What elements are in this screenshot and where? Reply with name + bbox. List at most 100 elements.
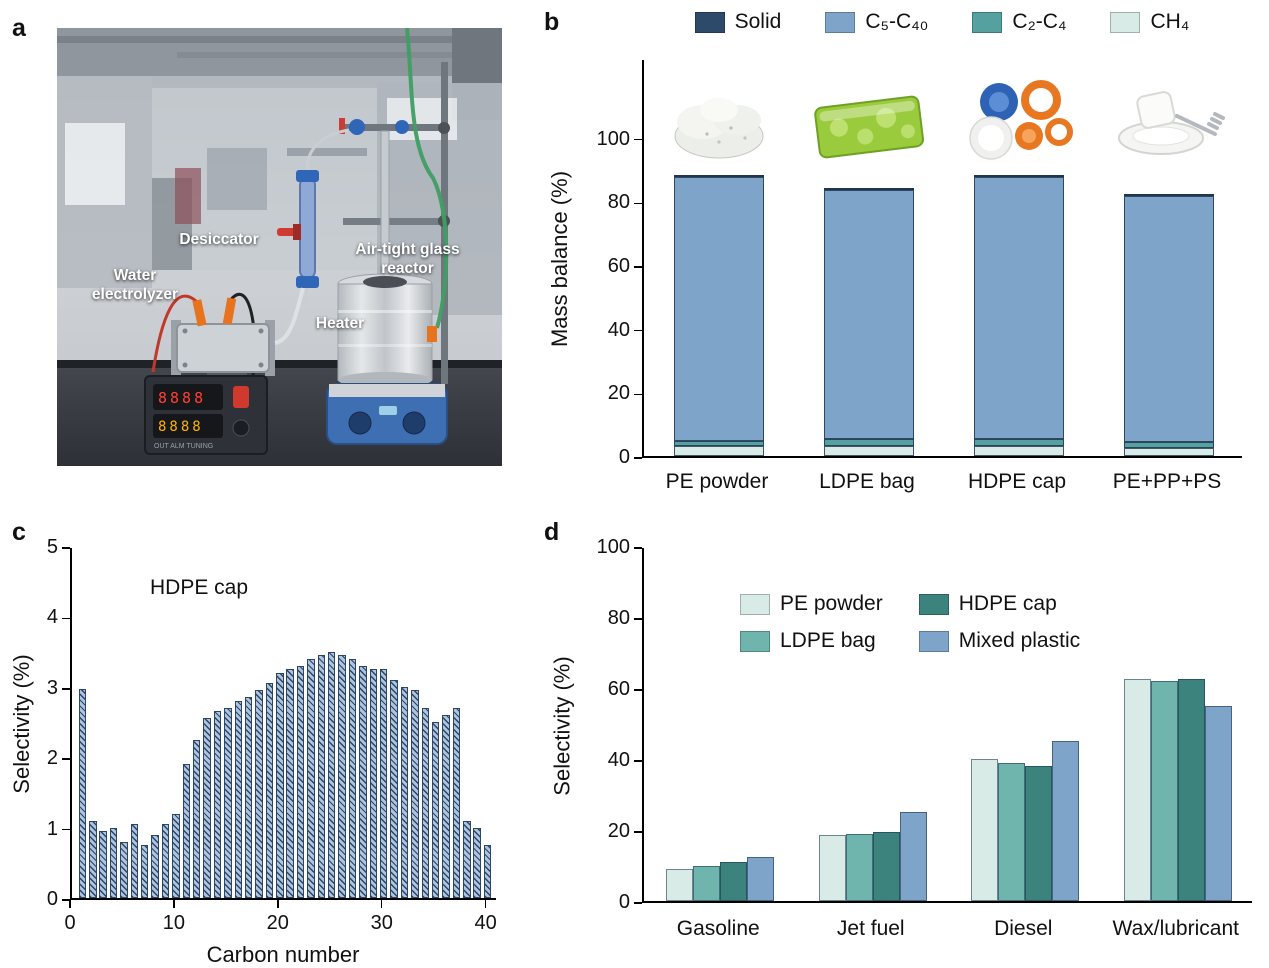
fuel-selectivity-chart: PE powder HDPE cap LDPE bag Mixed plastic 0 2…	[542, 518, 1264, 966]
carbon-bar	[348, 658, 357, 898]
group-bar-Mixed plastic	[1204, 705, 1232, 901]
bar-segment-C5-C40	[824, 190, 914, 440]
lab-photo-illustration: 8888 8888 OUT ALM TUNING	[57, 28, 502, 466]
y-tick-mark	[634, 618, 642, 620]
y-tick-label: 2	[46, 747, 58, 770]
y-tick-label: 0	[46, 888, 58, 910]
x-tick-mark	[380, 900, 383, 908]
category-label: Diesel	[994, 917, 1053, 940]
carbon-bar	[463, 820, 471, 898]
group-bar-HDPE cap	[1177, 679, 1205, 901]
y-tick-mark	[634, 393, 642, 396]
panel-label-a: a	[12, 14, 26, 42]
label-water-electrolyzer: Water electrolyzer	[91, 267, 179, 304]
legend-swatch	[918, 630, 949, 652]
y-tick-label: 0	[618, 891, 630, 913]
y-tick-mark	[634, 202, 642, 205]
carbon-bar	[276, 672, 284, 898]
x-axis-label: Carbon number	[206, 942, 360, 967]
y-tick-label: 100	[596, 127, 630, 150]
carbon-bar	[224, 707, 232, 898]
legend-swatch	[825, 11, 856, 33]
bar-segment-C2-C4	[674, 440, 764, 447]
y-tick-mark	[634, 457, 642, 459]
panel-label-b: b	[544, 8, 560, 36]
legend-item: Solid	[694, 10, 781, 34]
y-tick-label: 40	[607, 318, 630, 341]
group-bar-LDPE bag	[998, 762, 1026, 901]
carbon-bar	[89, 820, 97, 898]
green-tubing	[405, 28, 449, 329]
y-tick-label: 5	[46, 536, 58, 558]
carbon-bar	[99, 831, 107, 898]
y-tick-label: 20	[607, 820, 630, 842]
y-tick-mark	[634, 902, 642, 904]
mass-balance-legend: Solid C₅-C₄₀ C₂-C₄ CH₄	[642, 10, 1242, 34]
carbon-bar	[151, 834, 159, 898]
legend-label: Mixed plastic	[958, 629, 1081, 652]
bar-segment-C5-C40	[974, 177, 1064, 440]
carbon-bar	[379, 669, 388, 898]
group-bar-LDPE bag	[845, 833, 873, 901]
category-label: HDPE cap	[967, 470, 1067, 493]
group-bar-Mixed plastic	[747, 856, 775, 901]
group-bar-LDPE bag	[693, 865, 721, 901]
y-tick-label: 4	[46, 606, 58, 629]
bar-segment-CH4	[824, 445, 914, 456]
x-tick-mark	[484, 900, 487, 908]
y-tick-mark	[634, 266, 642, 268]
bar-segment-C2-C4	[1124, 442, 1214, 449]
y-tick-mark	[634, 760, 642, 762]
mixed-plastics-photo	[1118, 91, 1225, 155]
carbon_selectivity-plot: HDPE cap	[70, 548, 496, 900]
gas-valves	[339, 118, 409, 135]
y-tick-label: 60	[607, 678, 630, 700]
group-bar-PE powder	[971, 759, 999, 901]
y-tick-mark	[62, 688, 70, 690]
svg-text:8888: 8888	[158, 389, 206, 407]
panel-label-d: d	[544, 518, 560, 546]
carbon-bar	[473, 827, 481, 898]
x-tick-label: 0	[64, 912, 76, 934]
pe-powder-photo	[674, 98, 764, 159]
label-air-tight-glass-reactor: Air-tight glass reactor	[355, 241, 460, 278]
carbon-bar	[296, 665, 305, 898]
carbon-bar	[234, 700, 242, 898]
y-tick-mark	[634, 329, 642, 332]
fork-icon	[1175, 112, 1225, 136]
bar-segment-C5-C40	[1124, 195, 1214, 443]
bar-segment-CH4	[674, 446, 764, 456]
ldpe-bag-photo	[809, 76, 929, 164]
carbon-bar	[255, 690, 263, 898]
legend-item: PE powder	[740, 592, 883, 616]
category-label: LDPE bag	[819, 470, 915, 493]
category-label: Jet fuel	[836, 917, 905, 940]
hdpe-caps-photo	[969, 80, 1073, 160]
bar-segment-Solid	[974, 175, 1064, 178]
y-tick-label: 3	[46, 676, 58, 699]
carbon-bar	[78, 688, 87, 898]
carbon-bar	[338, 655, 346, 898]
carbon-bar	[192, 739, 201, 898]
label-heater: Heater	[315, 315, 365, 332]
legend-item: LDPE bag	[740, 629, 883, 653]
bar-segment-C2-C4	[824, 439, 914, 446]
group-bar-LDPE bag	[1150, 680, 1178, 901]
y-axis-label: Mass balance (%)	[547, 170, 572, 348]
y-tick-label: 80	[607, 191, 630, 214]
carbon-bar	[307, 658, 315, 898]
group-bar-HDPE cap	[872, 831, 900, 901]
legend-swatch	[694, 11, 725, 33]
bar-segment-Solid	[1124, 193, 1214, 196]
category-label: PE powder	[665, 470, 769, 493]
legend-item: CH₄	[1110, 10, 1189, 34]
carbon-bar	[140, 845, 149, 898]
bar-segment-Solid	[674, 175, 764, 178]
carbon-bar	[483, 845, 492, 898]
y-tick-mark	[634, 831, 642, 833]
y-tick-mark	[634, 689, 642, 691]
svg-text:8888: 8888	[158, 419, 204, 435]
group-bar-PE powder	[818, 835, 846, 901]
group-bar-HDPE cap	[1025, 766, 1053, 901]
